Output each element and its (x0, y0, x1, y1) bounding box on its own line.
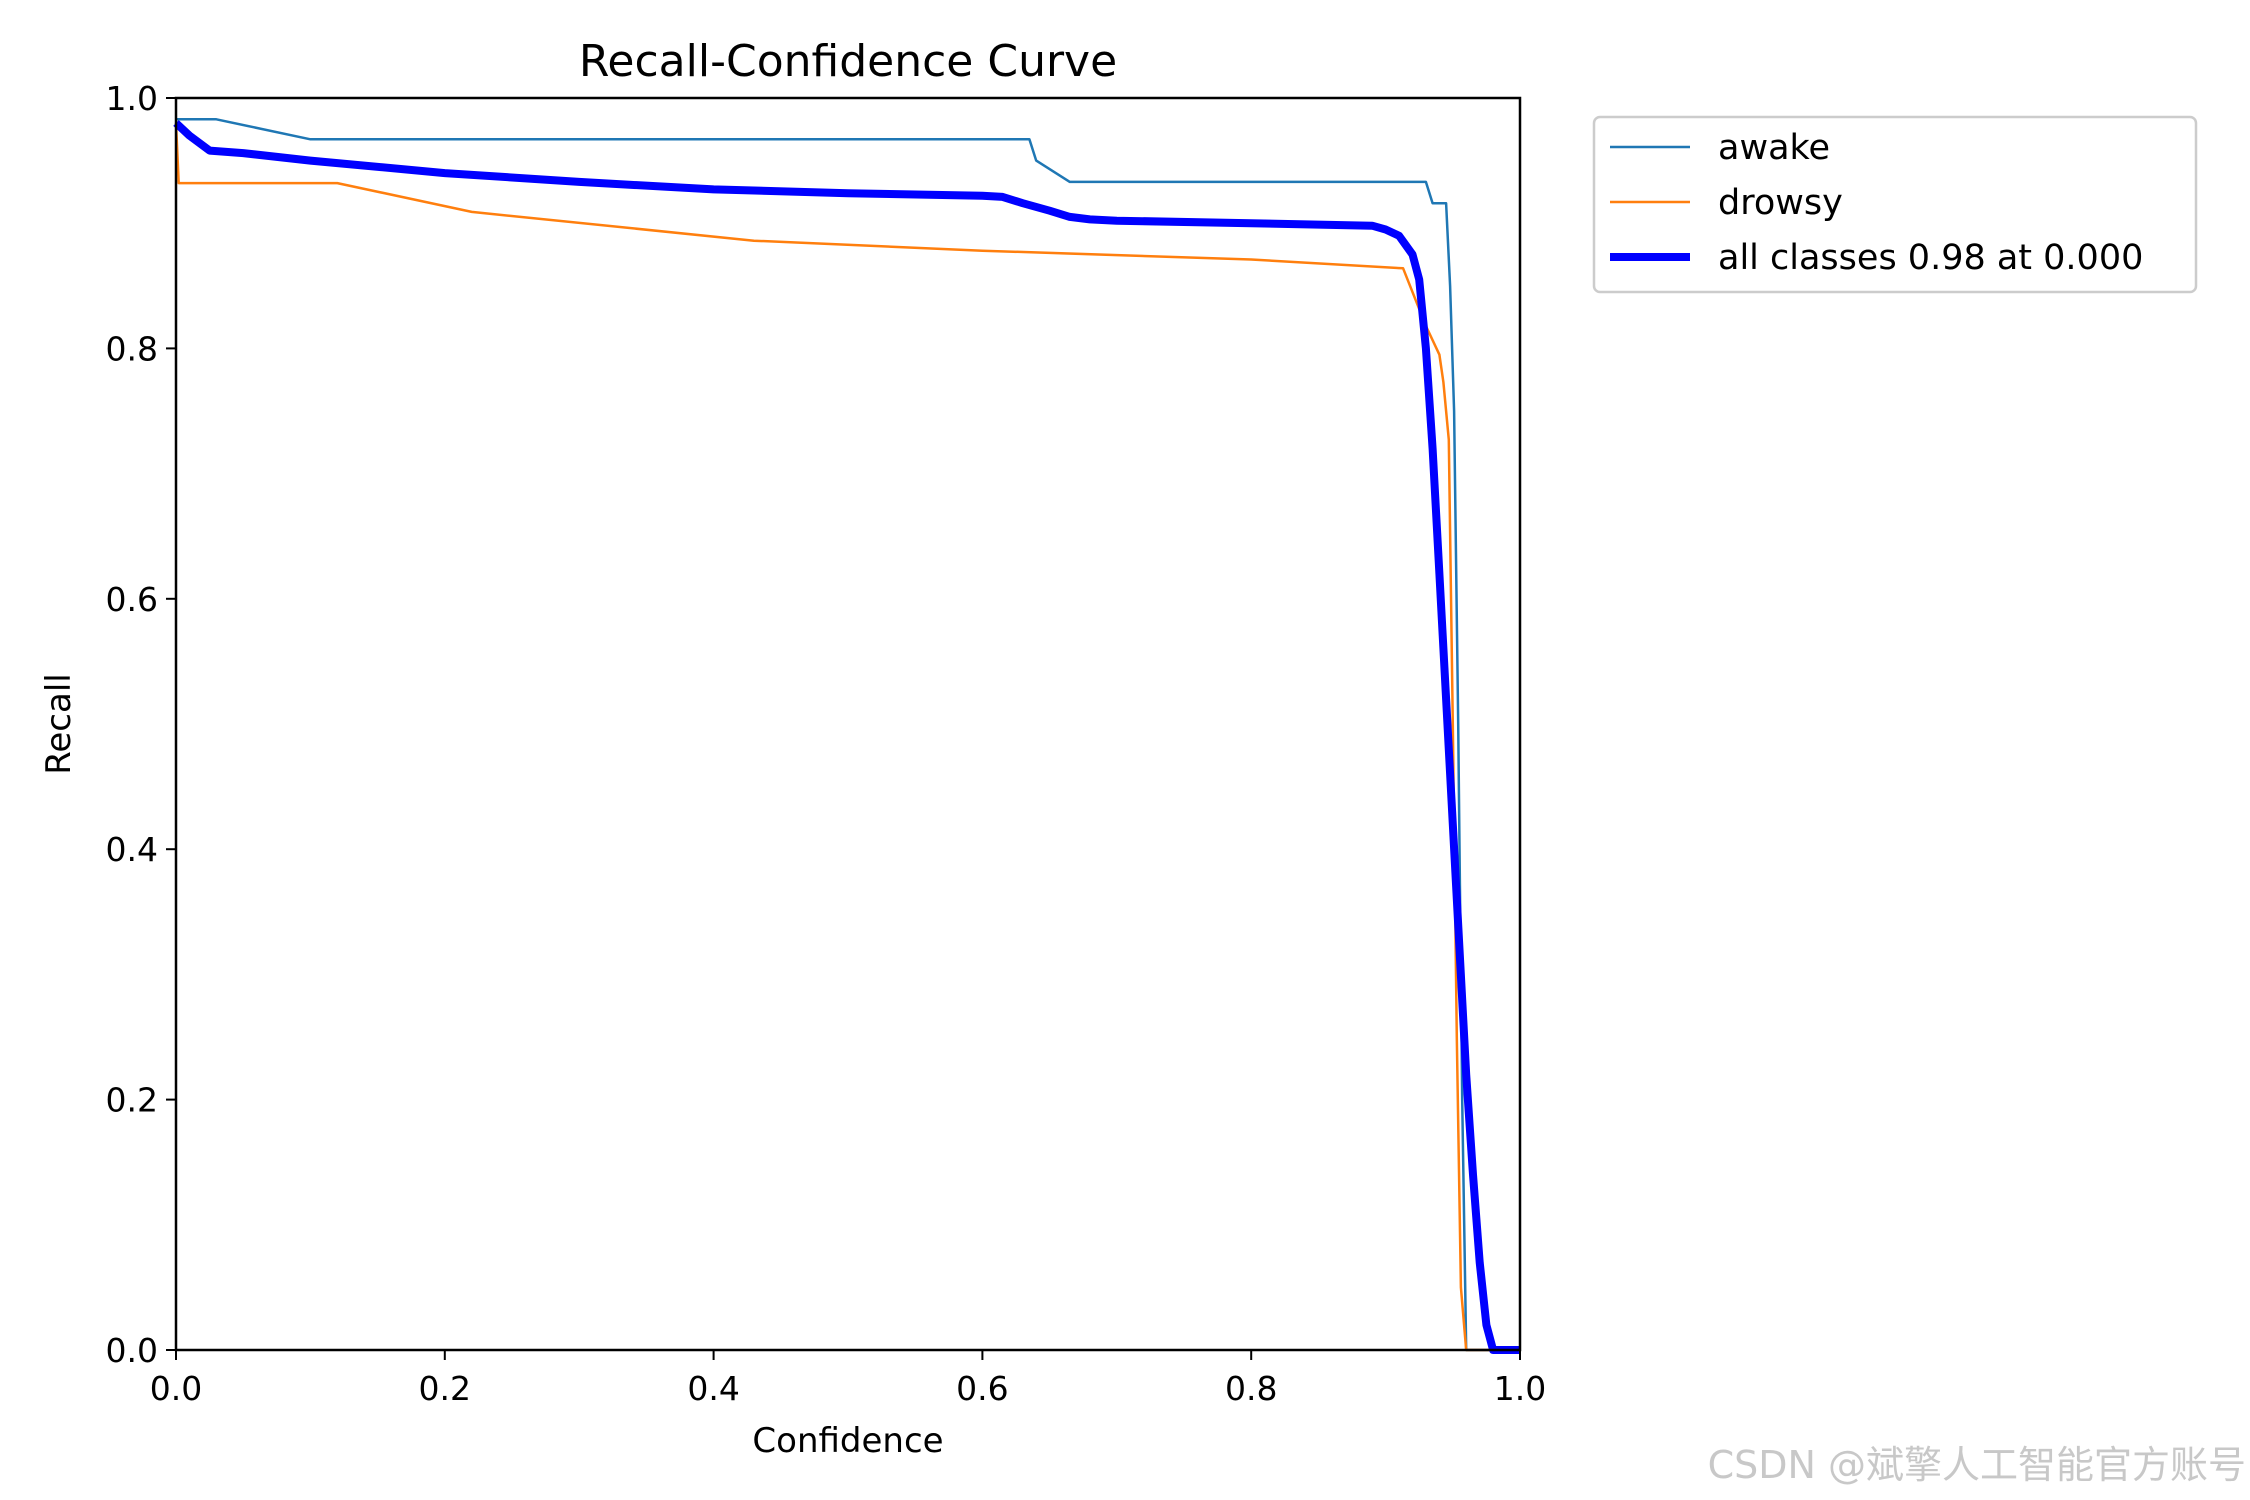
legend-label-1: drowsy (1718, 183, 1843, 223)
y-tick-label: 0.4 (106, 830, 158, 869)
x-tick-label: 1.0 (1494, 1369, 1546, 1408)
x-tick-label: 0.6 (956, 1369, 1008, 1408)
x-axis-ticks: 0.0 0.2 0.4 0.6 0.8 1.0 (150, 1350, 1546, 1408)
y-tick-label: 0.6 (106, 580, 158, 619)
x-axis-label: Confidence (752, 1421, 943, 1461)
legend-box (1592, 115, 2198, 294)
legend-label-0: awake (1718, 128, 1830, 168)
legend: awake drowsy all classes 0.98 at 0.000 (1592, 115, 2198, 294)
series-line-2 (173, 120, 1520, 1354)
y-tick-label: 0.2 (106, 1081, 158, 1120)
x-tick-label: 0.4 (687, 1369, 739, 1408)
x-tick-label: 0.0 (150, 1369, 202, 1408)
plot-lines (173, 118, 1520, 1354)
x-tick-label: 0.8 (1225, 1369, 1277, 1408)
series-line-0 (176, 118, 1520, 1352)
y-tick-label: 1.0 (106, 79, 158, 118)
x-tick-label: 0.2 (419, 1369, 471, 1408)
plot-frame (174, 96, 1522, 1352)
legend-items: awake drowsy all classes 0.98 at 0.000 (1610, 128, 2143, 278)
series-line-1 (174, 122, 1520, 1352)
watermark: CSDN @斌擎人工智能官方账号 (1708, 1443, 2246, 1487)
y-axis-label: Recall (39, 673, 79, 774)
y-axis-ticks: 0.0 0.2 0.4 0.6 0.8 1.0 (106, 79, 176, 1370)
chart-title: Recall-Confidence Curve (579, 36, 1117, 87)
legend-label-2: all classes 0.98 at 0.000 (1718, 238, 2143, 278)
y-tick-label: 0.0 (106, 1331, 158, 1370)
y-tick-label: 0.8 (106, 329, 158, 368)
